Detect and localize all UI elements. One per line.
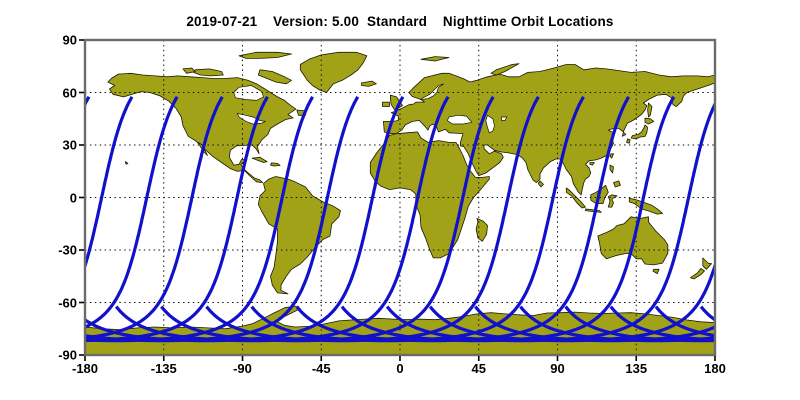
figure-title: 2019-07-21 Version: 5.00 Standard Nightt… xyxy=(186,14,614,29)
axis-ticks xyxy=(79,39,716,361)
land-polygon xyxy=(182,67,196,74)
land-polygon xyxy=(628,198,663,215)
land-polygon xyxy=(652,268,660,274)
x-tick-label: -45 xyxy=(311,361,331,376)
land-polygon xyxy=(251,156,268,163)
land-polygon xyxy=(609,164,614,174)
land-polygon xyxy=(630,124,648,140)
lakes xyxy=(233,83,508,134)
land-polygon xyxy=(690,268,705,280)
land-polygon xyxy=(270,162,281,167)
land-polygon xyxy=(238,51,292,59)
y-tick-label: -60 xyxy=(58,295,77,310)
land-polygon xyxy=(626,138,631,144)
lake-polygon xyxy=(446,114,473,125)
land-polygon xyxy=(420,56,450,62)
land-polygon xyxy=(107,72,297,183)
land-polygon xyxy=(589,162,595,166)
land-polygon xyxy=(702,257,712,270)
land-polygon xyxy=(537,180,544,188)
land-polygon xyxy=(475,218,488,242)
orbit-track xyxy=(85,95,179,329)
land-polygon xyxy=(644,117,655,125)
x-tick-label: 135 xyxy=(625,361,648,376)
orbit-track xyxy=(385,100,715,343)
land-polygon xyxy=(613,180,621,188)
lake-polygon xyxy=(233,85,264,101)
orbit-track xyxy=(85,95,134,271)
x-tick-label: -90 xyxy=(233,361,252,376)
y-tick-label: -90 xyxy=(58,347,77,363)
x-tick-label: 45 xyxy=(471,361,486,376)
land-polygon xyxy=(257,69,292,85)
land-polygon xyxy=(299,51,368,93)
land-polygon xyxy=(647,102,653,118)
land-polygon xyxy=(382,101,390,107)
land-polygon xyxy=(124,161,129,165)
x-tick-label: -135 xyxy=(150,361,177,376)
x-tick-label: 0 xyxy=(396,361,404,376)
y-tick-label: 30 xyxy=(62,137,77,153)
orbit-track xyxy=(85,95,224,340)
y-tick-label: 90 xyxy=(62,32,77,48)
x-tick-label: 180 xyxy=(704,361,726,376)
lake-polygon xyxy=(501,116,508,121)
lake-polygon xyxy=(485,114,495,134)
y-tick-label: 0 xyxy=(69,190,77,205)
x-tick-label: -180 xyxy=(71,361,99,376)
x-tick-label: 90 xyxy=(550,361,565,376)
y-tick-label: 60 xyxy=(62,85,77,100)
land-polygon xyxy=(585,208,602,213)
land-polygon xyxy=(490,63,520,76)
land-polygon xyxy=(193,68,224,77)
orbit-tracks xyxy=(85,95,715,343)
lake-polygon xyxy=(419,83,444,100)
y-tick-label: -30 xyxy=(58,242,77,258)
land-polygon xyxy=(361,80,377,87)
plot-frame xyxy=(83,38,717,357)
land-polygon xyxy=(609,153,614,159)
